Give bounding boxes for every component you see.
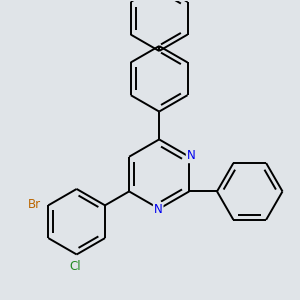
Text: N: N xyxy=(154,203,163,216)
Text: N: N xyxy=(187,149,196,162)
Text: Cl: Cl xyxy=(70,260,82,274)
Text: Br: Br xyxy=(28,198,41,211)
